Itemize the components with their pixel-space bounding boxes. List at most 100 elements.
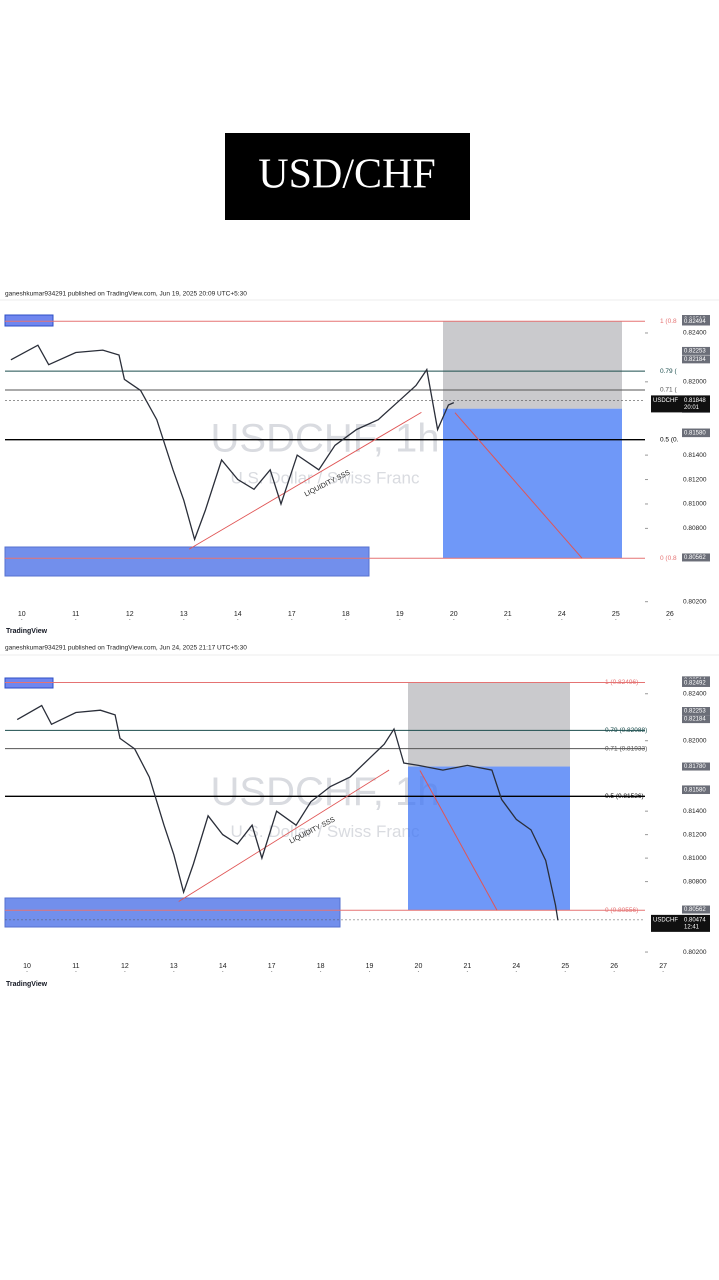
- current-tag: [651, 914, 710, 932]
- fib-label: 0 (0.8: [660, 555, 677, 562]
- fib-label: 1 (0.82496): [605, 679, 638, 686]
- current-symbol: USDCHF: [653, 398, 678, 404]
- risk-zone: [443, 321, 622, 409]
- watermark-sub: U.S. Dollar / Swiss Franc: [231, 822, 420, 841]
- price-tag-label: 0.82253: [684, 349, 706, 355]
- footer-logo: TradingView: [6, 628, 48, 635]
- projection: [419, 770, 498, 911]
- footer-logo: TradingView: [6, 981, 48, 988]
- x-tick-label: 27: [659, 963, 667, 970]
- x-tick-label: 25: [561, 963, 569, 970]
- y-tick-label: 0.80200: [683, 598, 707, 605]
- price-tag-label: 0.82494: [684, 319, 706, 325]
- x-tick-label: 10: [18, 611, 26, 618]
- x-tick-label: 21: [463, 963, 471, 970]
- fib-label: 0.71 (0.81933): [605, 745, 647, 752]
- publish-header: ganeshkumar934291 published on TradingVi…: [5, 291, 247, 298]
- x-tick-label: 20: [450, 611, 458, 618]
- price-tag-label: 0.80562: [684, 555, 706, 561]
- y-tick-label: 0.82000: [683, 737, 707, 744]
- price-tag: [682, 762, 710, 771]
- price-line: [10, 344, 455, 542]
- fib-label: 0.71 (: [660, 387, 677, 394]
- x-tick-label: 17: [288, 611, 296, 618]
- x-tick-label: 19: [366, 963, 374, 970]
- x-tick-label: 24: [512, 963, 520, 970]
- price-tag-label: 0.81580: [684, 788, 706, 794]
- price-tag: [682, 317, 710, 326]
- price-tag-label: 0.82492: [684, 681, 706, 687]
- fib-label: 0.5 (0.81526): [605, 793, 644, 800]
- price-line: [16, 704, 559, 921]
- trendline: [188, 411, 422, 550]
- price-tag-label: 0.82253: [684, 709, 706, 715]
- price-tag: [682, 678, 710, 687]
- y-tick-label: 0.81200: [683, 476, 707, 483]
- x-tick-label: 19: [396, 611, 404, 618]
- price-tag-label: 0.81580: [684, 431, 706, 437]
- current-tag: [651, 395, 710, 413]
- x-tick-label: 12: [121, 963, 129, 970]
- demand-zone: [4, 897, 341, 928]
- y-tick-label: 0.81400: [683, 808, 707, 815]
- price-tag: [682, 715, 710, 724]
- price-tag-label: 0.80562: [684, 907, 706, 913]
- x-tick-label: 26: [610, 963, 618, 970]
- price-tag-label: 0.82184: [684, 717, 706, 723]
- y-tick-label: 0.80200: [683, 949, 707, 956]
- watermark: USDCHF, 1h: [211, 416, 440, 460]
- reward-zone: [408, 766, 570, 911]
- x-tick-label: 18: [342, 611, 350, 618]
- x-tick-label: 18: [317, 963, 325, 970]
- current-price: 0.80474: [684, 917, 706, 923]
- demand-zone: [4, 546, 370, 577]
- page-title: USD/CHF: [258, 152, 435, 198]
- x-tick-label: 24: [558, 611, 566, 618]
- y-tick-label: 0.80800: [683, 525, 707, 532]
- trendline: [178, 769, 390, 902]
- price-tag: [682, 553, 710, 562]
- y-tick-label: 0.81400: [683, 452, 707, 459]
- current-symbol: USDCHF: [653, 917, 678, 923]
- current-time: 20:01: [684, 405, 700, 411]
- fib-label: 0.79 (: [660, 368, 677, 375]
- y-tick-label: 0.82400: [683, 690, 707, 697]
- x-tick-label: 25: [612, 611, 620, 618]
- price-tag-label: 0.82184: [684, 357, 706, 363]
- x-tick-label: 12: [126, 611, 134, 618]
- x-tick-label: 26: [666, 611, 674, 618]
- x-tick-label: 10: [23, 963, 31, 970]
- x-tick-label: 14: [219, 963, 227, 970]
- y-tick-label: 0.80800: [683, 878, 707, 885]
- fib-label: 1 (0.8: [660, 318, 677, 325]
- price-tag: [682, 786, 710, 795]
- price-tag: [682, 707, 710, 716]
- price-tag: [682, 355, 710, 364]
- title-box: [225, 133, 470, 220]
- current-time: 12:41: [684, 924, 700, 930]
- x-tick-label: 20: [415, 963, 423, 970]
- x-tick-label: 17: [268, 963, 276, 970]
- price-tag: [682, 429, 710, 438]
- x-tick-label: 11: [72, 611, 79, 618]
- risk-zone: [408, 682, 570, 767]
- x-tick-label: 21: [504, 611, 512, 618]
- x-tick-label: 13: [180, 611, 188, 618]
- publish-header: ganeshkumar934291 published on TradingVi…: [5, 645, 247, 652]
- supply-zone: [4, 677, 54, 689]
- projection: [454, 412, 583, 559]
- x-tick-label: 14: [234, 611, 242, 618]
- y-tick-label: 0.82400: [683, 330, 707, 337]
- y-tick-label: 0.82000: [683, 379, 707, 386]
- watermark: USDCHF, 1h: [211, 770, 440, 814]
- watermark-sub: U.S. Dollar / Swiss Franc: [231, 469, 420, 488]
- x-tick-label: 13: [170, 963, 178, 970]
- reward-zone: [443, 408, 622, 559]
- y-tick-label: 0.81200: [683, 831, 707, 838]
- fib-label: 0.79 (0.82088): [605, 727, 647, 734]
- x-tick-label: 11: [72, 963, 79, 970]
- supply-zone: [4, 314, 54, 327]
- current-price: 0.81848: [684, 398, 706, 404]
- price-tag-label: 0.81780: [684, 764, 706, 770]
- price-tag: [682, 346, 710, 355]
